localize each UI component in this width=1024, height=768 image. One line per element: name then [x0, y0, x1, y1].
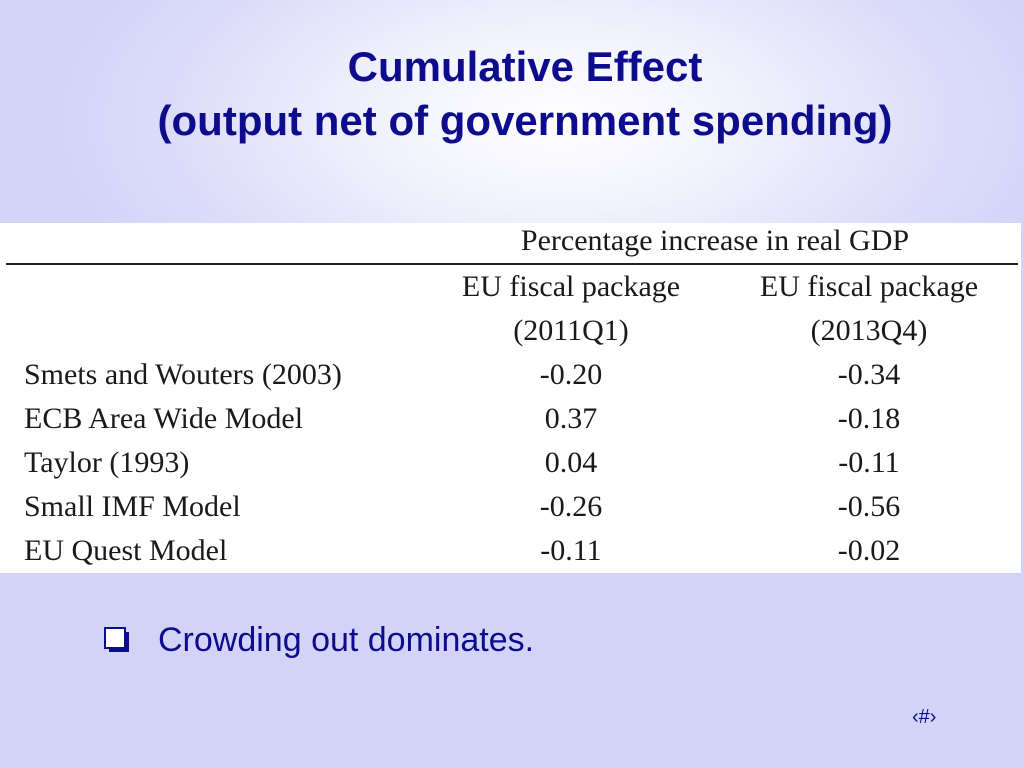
table-row-label: Taylor (1993) [24, 446, 190, 479]
bullet-item: Crowding out dominates. [104, 618, 534, 662]
column-header-2-line-1: EU fiscal package [759, 270, 979, 303]
results-table: Percentage increase in real GDP EU fisca… [0, 223, 1021, 573]
table-cell-2013q4: -0.56 [837, 490, 901, 523]
table-row-label: ECB Area Wide Model [24, 402, 304, 435]
table-row-label: EU Quest Model [24, 534, 228, 567]
column-header-1-line-1: EU fiscal package [461, 270, 681, 303]
bullet-text: Crowding out dominates. [158, 620, 535, 659]
table-cell-2011q1: 0.37 [544, 402, 598, 435]
slide-title: Cumulative Effect (output net of governm… [0, 40, 1024, 148]
table-cell-2013q4: -0.34 [837, 358, 901, 391]
column-header-1-line-2: (2011Q1) [513, 314, 629, 347]
table-row-label: Smets and Wouters (2003) [24, 358, 342, 391]
column-header-2-line-2: (2013Q4) [810, 314, 928, 347]
table-cell-2011q1: -0.26 [539, 490, 603, 523]
table-cell-2013q4: -0.18 [837, 402, 901, 435]
table-cell-2013q4: -0.02 [837, 534, 901, 567]
table-header-rule [6, 263, 1018, 265]
slide-title-line-1: Cumulative Effect [347, 43, 703, 90]
slide-number: ‹#› [912, 706, 937, 728]
table-panel: Percentage increase in real GDP EU fisca… [0, 223, 1021, 573]
table-cell-2011q1: -0.20 [539, 358, 603, 391]
hollow-square-bullet-icon [104, 627, 130, 653]
table-group-header: Percentage increase in real GDP [520, 224, 910, 257]
table-cell-2013q4: -0.11 [838, 446, 900, 479]
slide-title-line-2: (output net of government spending) [157, 97, 893, 144]
table-row-label: Small IMF Model [24, 490, 241, 523]
table-cell-2011q1: -0.11 [540, 534, 602, 567]
table-cell-2011q1: 0.04 [544, 446, 598, 479]
